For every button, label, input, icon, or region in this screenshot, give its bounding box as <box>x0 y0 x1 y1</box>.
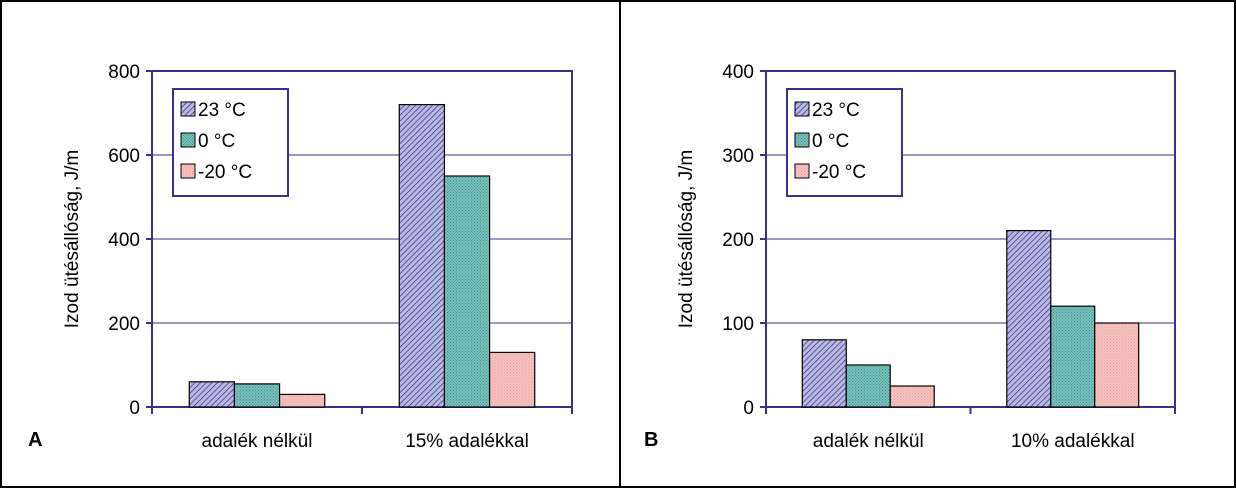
y-tick-label: 400 <box>108 230 140 251</box>
y-tick-label: 600 <box>108 146 140 167</box>
legend-label: 0 °C <box>198 131 235 152</box>
y-tick-label: 300 <box>722 146 754 167</box>
x-category-label: adalék nélkül <box>202 431 313 452</box>
legend-label: -20 °C <box>198 162 252 183</box>
bar-adal-k-n-lk-l-series-2 <box>278 393 326 408</box>
legend-label: 23 °C <box>812 100 860 121</box>
legend-label: 0 °C <box>812 131 849 152</box>
panel-label: B <box>644 429 658 451</box>
legend-swatch <box>180 101 196 117</box>
bar-adal-k-n-lk-l-series-1 <box>845 364 891 408</box>
bar-10-adal-kkal-series-0 <box>1006 230 1052 408</box>
legend-label: -20 °C <box>812 162 866 183</box>
y-tick-label: 0 <box>743 398 754 419</box>
legend-swatch <box>180 132 196 148</box>
bar-adal-k-n-lk-l-series-2 <box>889 385 935 408</box>
bar-10-adal-kkal-series-1 <box>1050 305 1096 408</box>
legend-label: 23 °C <box>198 100 246 121</box>
y-tick-label: 100 <box>722 314 754 335</box>
bar-15-adal-kkal-series-0 <box>398 103 446 408</box>
y-tick-label: 800 <box>108 62 140 83</box>
chart-panel-b: 0 100 200 300 400 adalék nélkül 10% adalékkal 2… <box>644 62 1176 452</box>
y-tick-label: 400 <box>722 62 754 83</box>
x-category-label: 15% adalékkal <box>405 431 529 452</box>
bar-15-adal-kkal-series-1 <box>443 175 491 408</box>
legend-swatch <box>794 132 810 148</box>
y-tick-label: 200 <box>108 314 140 335</box>
legend-swatch <box>794 101 810 117</box>
legend-swatch <box>794 163 810 179</box>
legend-swatch <box>180 163 196 179</box>
bar-adal-k-n-lk-l-series-0 <box>801 339 847 408</box>
bar-adal-k-n-lk-l-series-0 <box>188 381 236 408</box>
y-tick-label: 200 <box>722 230 754 251</box>
chart-panel-a: 0 200 400 600 800 adalék nélkül 15% adalékkal 2… <box>28 62 573 452</box>
legend: 23 °C 0 °C -20 °C <box>172 88 289 197</box>
x-category-label: 10% adalékkal <box>1011 431 1135 452</box>
y-axis-label: Izod ütésállóság, J/m <box>676 150 697 328</box>
bar-adal-k-n-lk-l-series-1 <box>233 383 281 408</box>
y-axis-label: Izod ütésállóság, J/m <box>62 150 83 328</box>
panel-label: A <box>28 429 42 451</box>
y-tick-label: 0 <box>129 398 140 419</box>
x-category-label: adalék nélkül <box>813 431 924 452</box>
bar-10-adal-kkal-series-2 <box>1094 322 1140 408</box>
bar-15-adal-kkal-series-2 <box>488 351 536 408</box>
legend: 23 °C 0 °C -20 °C <box>786 88 903 197</box>
